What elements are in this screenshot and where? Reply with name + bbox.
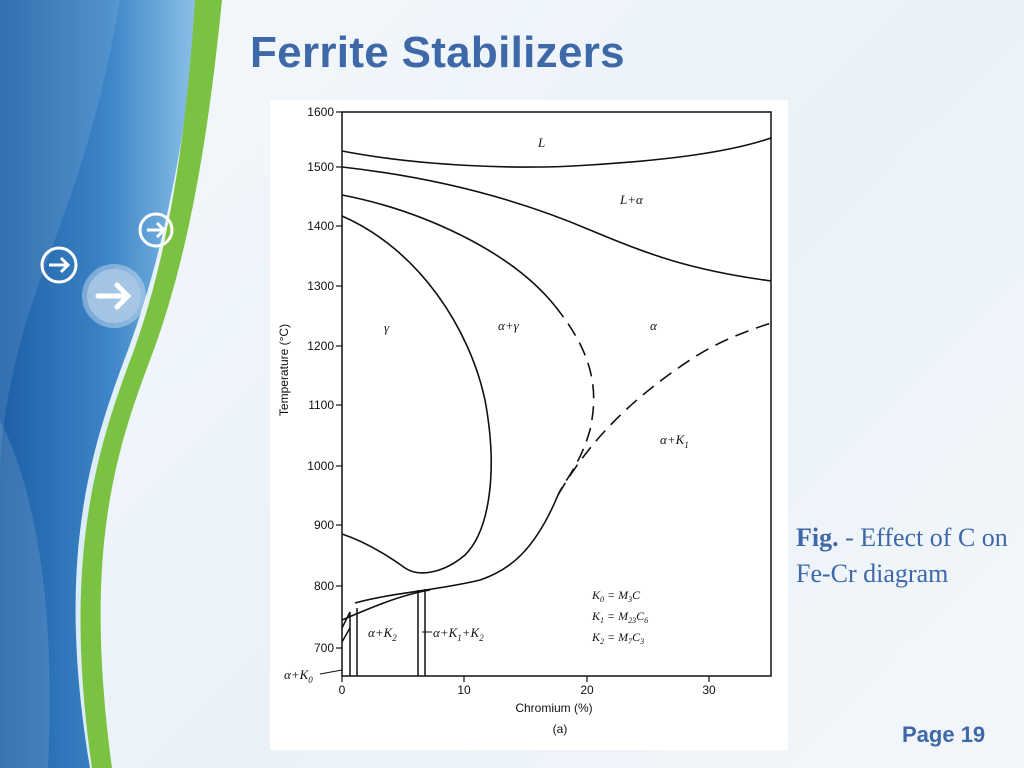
x-tick-label: 0 [339,683,346,697]
carbide-legend: K0 = M3C K1 = M23C6 K2 = M7C3 [591,588,648,646]
arrow-right-icon [40,246,78,284]
region-label-L-alpha: L+α [619,192,644,207]
y-tick-label: 800 [314,579,334,593]
x-tick-marks [341,676,710,682]
x-tick-label: 30 [702,683,716,697]
alpha-k1-lower-line [354,494,559,604]
caption-lead: Fig. [796,523,839,552]
x-tick-label: 20 [580,683,594,697]
dashed-boundaries [554,305,772,496]
y-tick-marks [336,111,342,649]
sidebar-decoration [0,0,225,768]
y-tick-label: 1600 [307,105,334,119]
gamma-loop-line [341,215,492,574]
legend-entry: K1 = M23C6 [591,609,648,625]
y-tick-label: 1000 [307,459,334,473]
y-tick-label: 1400 [307,219,334,233]
eutectoid-line [341,589,431,621]
alpha-gamma-dashed-line [554,305,595,496]
caption-text: - Effect of C on Fe-Cr diagram [796,523,1008,588]
y-tick-label: 900 [314,518,334,532]
region-label-alpha-k1-k2: α+K1+K2 [433,625,484,643]
region-label-alpha-k1: α+K1 [660,432,689,450]
region-label-alpha: α [650,318,658,333]
arrow-right-icon [82,264,146,328]
plot-frame [341,111,772,677]
y-tick-label: 1300 [307,279,334,293]
y-tick-label: 1500 [307,160,334,174]
region-label-L: L [537,135,545,150]
y-axis-label: Temperature (°C) [277,324,291,416]
slide-title: Ferrite Stabilizers [250,28,625,77]
alpha-k1-dashed-line [557,322,772,496]
label-leader-lines [319,631,432,675]
phase-boundaries [341,137,772,621]
region-label-alpha-gamma: α+γ [498,318,520,333]
page-number: Page 19 [902,722,986,747]
y-tick-label: 1200 [307,339,334,353]
figure-sublabel: (a) [553,722,568,736]
arrow-right-icon [138,212,174,248]
liquidus-line [341,137,772,168]
figure-caption: Fig. - Effect of C on Fe-Cr diagram [796,520,1021,592]
region-label-gamma: γ [384,320,390,335]
y-tick-label: 1100 [308,398,334,412]
y-tick-label: 700 [314,641,334,655]
legend-entry: K2 = M7C3 [591,630,644,646]
phase-diagram-figure: 1600 1500 1400 1300 1200 1100 1000 900 8… [270,100,788,750]
gamma-alpha-upper-line [341,194,556,307]
x-tick-label: 10 [457,683,471,697]
solidus-line [341,166,772,282]
x-axis-label: Chromium (%) [515,701,592,715]
legend-entry: K0 = M3C [591,588,641,604]
region-label-alpha-k2: α+K2 [368,625,397,643]
region-label-alpha-k0: α+K0 [284,667,313,685]
